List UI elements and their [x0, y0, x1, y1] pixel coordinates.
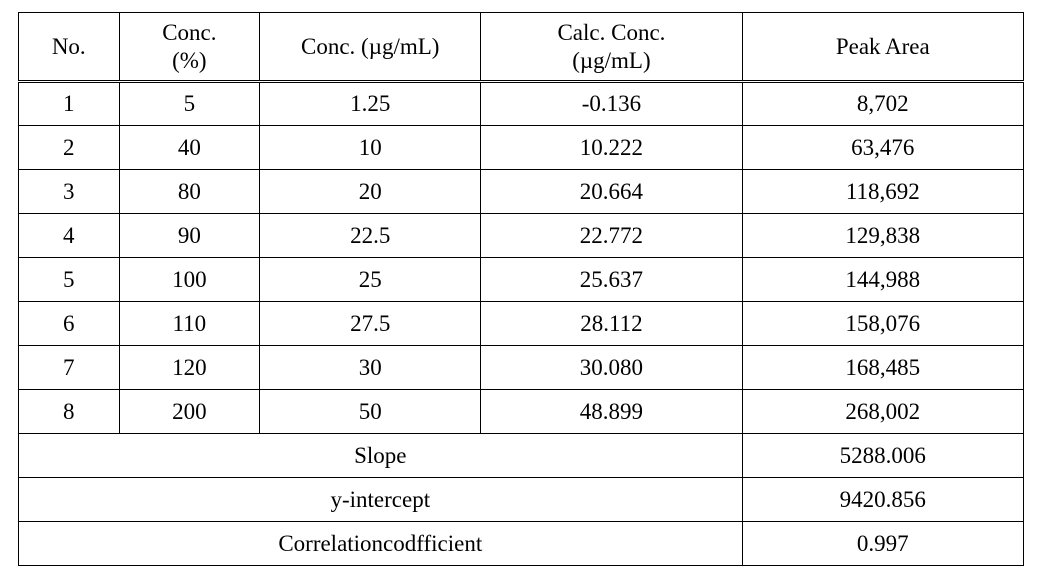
- calibration-table: No. Conc.(%) Conc. (µg/mL) Calc. Conc.(µ…: [18, 12, 1024, 566]
- table-cell: -0.136: [481, 82, 742, 126]
- summary-value: 9420.856: [742, 478, 1023, 522]
- table-cell: 2: [19, 126, 120, 170]
- table-cell: 22.5: [260, 214, 481, 258]
- table-cell: 8,702: [742, 82, 1023, 126]
- table-cell: 22.772: [481, 214, 742, 258]
- table-cell: 90: [119, 214, 260, 258]
- summary-label: Correlationcodfficient: [19, 522, 743, 566]
- table-cell: 110: [119, 302, 260, 346]
- table-cell: 158,076: [742, 302, 1023, 346]
- table-cell: 4: [19, 214, 120, 258]
- table-row: 51002525.637144,988: [19, 258, 1024, 302]
- table-cell: 20: [260, 170, 481, 214]
- summary-row: Slope5288.006: [19, 434, 1024, 478]
- summary-label: Slope: [19, 434, 743, 478]
- table-cell: 200: [119, 390, 260, 434]
- table-cell: 40: [119, 126, 260, 170]
- table-cell: 10.222: [481, 126, 742, 170]
- table-cell: 25.637: [481, 258, 742, 302]
- col-header-conc-pct: Conc.(%): [119, 13, 260, 82]
- table-cell: 80: [119, 170, 260, 214]
- table-cell: 5: [19, 258, 120, 302]
- col-header-peak-area: Peak Area: [742, 13, 1023, 82]
- summary-label: y-intercept: [19, 478, 743, 522]
- table-row: 151.25-0.1368,702: [19, 82, 1024, 126]
- table-row: 611027.528.112158,076: [19, 302, 1024, 346]
- table-cell: 100: [119, 258, 260, 302]
- table-cell: 48.899: [481, 390, 742, 434]
- table-cell: 30.080: [481, 346, 742, 390]
- table-cell: 144,988: [742, 258, 1023, 302]
- summary-value: 5288.006: [742, 434, 1023, 478]
- table-cell: 28.112: [481, 302, 742, 346]
- col-header-conc-ug: Conc. (µg/mL): [260, 13, 481, 82]
- table-summary: Slope5288.006y-intercept9420.856Correlat…: [19, 434, 1024, 566]
- table-row: 82005048.899268,002: [19, 390, 1024, 434]
- table-row: 49022.522.772129,838: [19, 214, 1024, 258]
- table-cell: 50: [260, 390, 481, 434]
- table-cell: 118,692: [742, 170, 1023, 214]
- table-cell: 120: [119, 346, 260, 390]
- summary-value: 0.997: [742, 522, 1023, 566]
- table-row: 2401010.22263,476: [19, 126, 1024, 170]
- table-cell: 168,485: [742, 346, 1023, 390]
- table-cell: 30: [260, 346, 481, 390]
- summary-row: y-intercept9420.856: [19, 478, 1024, 522]
- table-row: 71203030.080168,485: [19, 346, 1024, 390]
- table-cell: 7: [19, 346, 120, 390]
- table-body: 151.25-0.1368,7022401010.22263,476380202…: [19, 82, 1024, 434]
- table-cell: 25: [260, 258, 481, 302]
- col-header-no: No.: [19, 13, 120, 82]
- table-cell: 5: [119, 82, 260, 126]
- table-cell: 6: [19, 302, 120, 346]
- table-row: 3802020.664118,692: [19, 170, 1024, 214]
- table-cell: 27.5: [260, 302, 481, 346]
- table-cell: 1: [19, 82, 120, 126]
- table-cell: 3: [19, 170, 120, 214]
- table-cell: 63,476: [742, 126, 1023, 170]
- table-cell: 8: [19, 390, 120, 434]
- table-cell: 20.664: [481, 170, 742, 214]
- summary-row: Correlationcodfficient0.997: [19, 522, 1024, 566]
- table-cell: 1.25: [260, 82, 481, 126]
- table-cell: 10: [260, 126, 481, 170]
- table-header: No. Conc.(%) Conc. (µg/mL) Calc. Conc.(µ…: [19, 13, 1024, 82]
- table-cell: 268,002: [742, 390, 1023, 434]
- col-header-calc-conc: Calc. Conc.(µg/mL): [481, 13, 742, 82]
- table-cell: 129,838: [742, 214, 1023, 258]
